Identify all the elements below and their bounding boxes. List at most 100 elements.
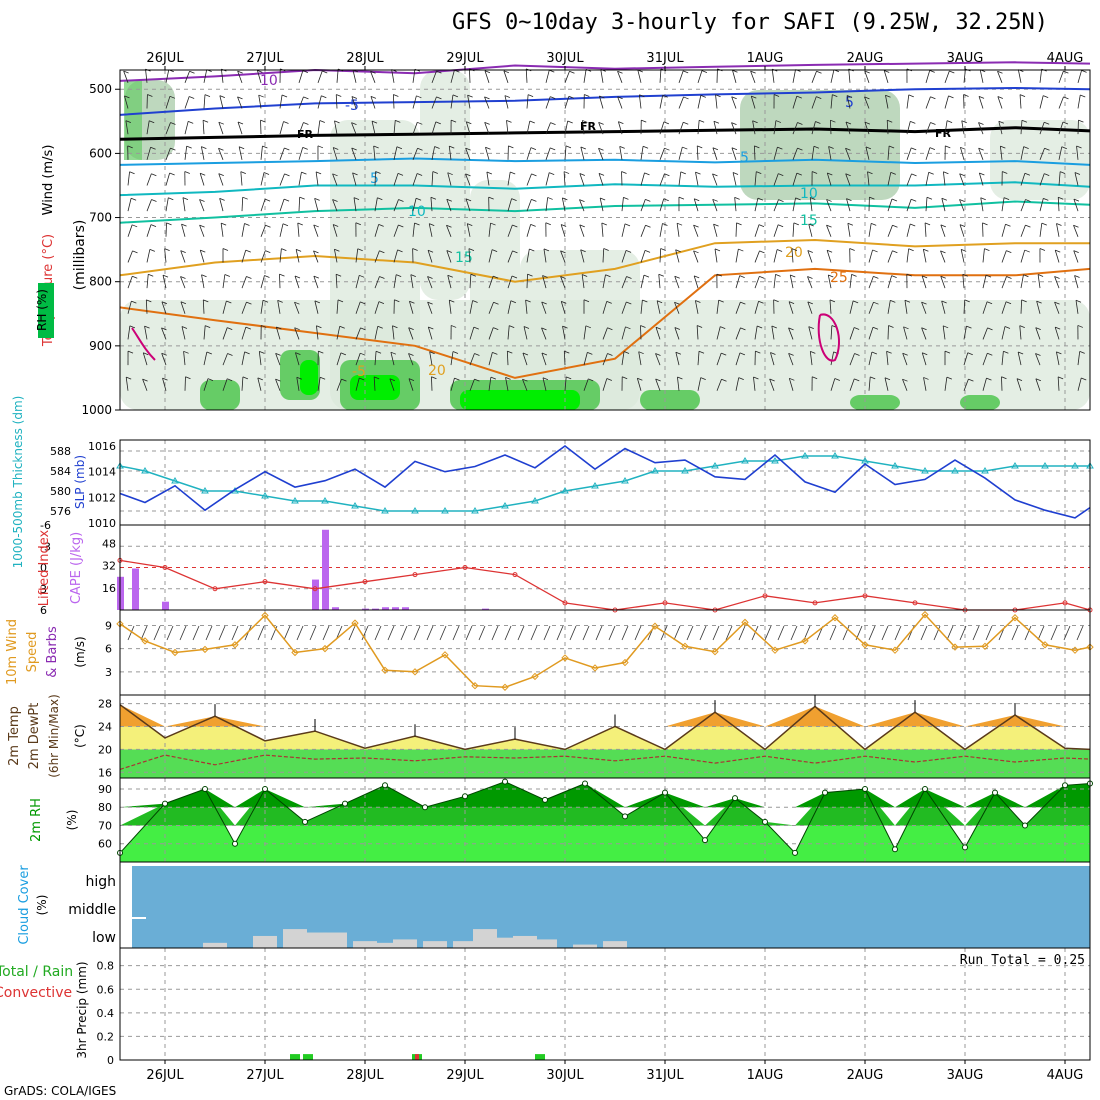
wind-barb-flag [606,301,612,304]
wind-barb [944,377,948,391]
wind-barb [467,95,471,109]
wind-barb-flag [397,249,403,253]
wind-barb-flag [949,70,955,74]
wind-barb-flag [244,351,250,355]
wind-barb-flag [924,222,931,226]
wind-barb-flag [1075,299,1082,303]
wind-barb [564,120,569,135]
isotherm-line [119,200,1091,224]
wind-barb [583,69,587,83]
axis-tick-label-left: 0 [40,562,47,575]
wind-barb-flag [978,122,984,125]
wind-barb [507,300,512,314]
wind-barb-flag [181,326,188,329]
wind-barb-flag [645,224,651,228]
wind-barb [279,223,284,237]
wind-barb [827,274,832,289]
wind-barb-flag [1006,250,1012,254]
wind-barb [140,625,148,641]
rh-area [740,90,900,200]
wind-barb [686,625,694,641]
wind-barb-flag [492,352,498,355]
wind-barb [560,301,566,314]
cape-bar [332,607,339,610]
wind-barb-flag [336,94,342,97]
wind-barb [847,223,851,237]
wind-barb-flag [1023,146,1029,149]
wind-barb-flag [281,248,287,252]
wind-barb-flag [430,196,437,200]
wind-barb-flag [662,223,668,226]
wind-barb [488,327,494,340]
wind-barb [753,145,756,160]
wind-barb-flag [333,147,339,150]
wind-barb-flag [510,171,516,175]
wind-barb [982,275,987,289]
wind-barb-flag [149,120,155,124]
thickness-point [531,497,539,504]
wind-barb [218,173,224,186]
x-axis-top-label: 31JUL [646,51,684,66]
wind-barb [920,625,928,641]
wind-barb-flag [967,352,973,356]
wind-barb-flag [884,377,891,381]
wind-speed-point [201,645,209,654]
wind-barb [754,301,759,314]
axis-tick-label: 20 [98,743,112,756]
wind-barb-flag [131,224,138,228]
wind-barb [389,378,395,391]
temp-line [119,704,1091,751]
wind-barb [754,198,759,212]
ylabel-barbs: & Barbs [45,626,60,678]
rh-area [420,70,470,300]
wind-barb [387,625,395,641]
wind-barb-flag [941,300,947,304]
wind-barb-flag [1017,351,1024,355]
wind-barb-flag [923,377,929,380]
wind-barb-flag [429,223,435,227]
wind-barb [829,625,837,641]
wind-barb [525,299,528,314]
wind-barb [940,276,946,289]
axis-tick-label: 1000 [81,403,112,417]
wind-barb [849,353,855,366]
wind-barb-flag [961,248,967,252]
wind-barb [791,248,794,263]
wind-barb [846,198,851,212]
x-axis-bottom-label: 27JUL [246,1068,284,1083]
wind-barb-flag [149,249,156,252]
wind-barb-flag [986,377,992,381]
wind-barb-flag [180,276,186,279]
wind-barb-flag [560,276,566,279]
rh-shading [120,70,1090,410]
thickness-point [291,497,299,504]
wind-barb-flag [807,250,813,253]
wind-barb [808,223,813,237]
wind-barb [336,326,341,340]
axis-tick-label: 3 [105,666,112,679]
wind-barb-flag [284,147,290,151]
wind-barb-flag [587,352,593,355]
wind-barb [997,71,1003,83]
wind-barb-flag [903,326,909,330]
wind-barb [469,274,472,289]
cloud-level-label: high [85,874,116,890]
wind-speed-point [831,614,839,622]
wind-barb-flag [436,96,442,100]
wind-barb-flag [360,301,366,305]
wind-barb-flag [908,94,914,98]
wind-barb [314,300,319,314]
thickness-point [441,507,449,514]
wind-barb [1035,378,1041,391]
wind-barb [581,274,585,289]
wind-barb-flag [277,299,283,303]
wind-barb [179,625,187,641]
wind-barb-flag [807,301,813,305]
wind-barb-flag [1019,325,1025,328]
cape-bar [382,607,389,610]
wind-barb [674,276,680,289]
wind-barb-flag [1080,94,1086,98]
precip-bar [290,1054,300,1060]
cape-bar [322,529,329,610]
wind-barb-flag [245,326,251,330]
